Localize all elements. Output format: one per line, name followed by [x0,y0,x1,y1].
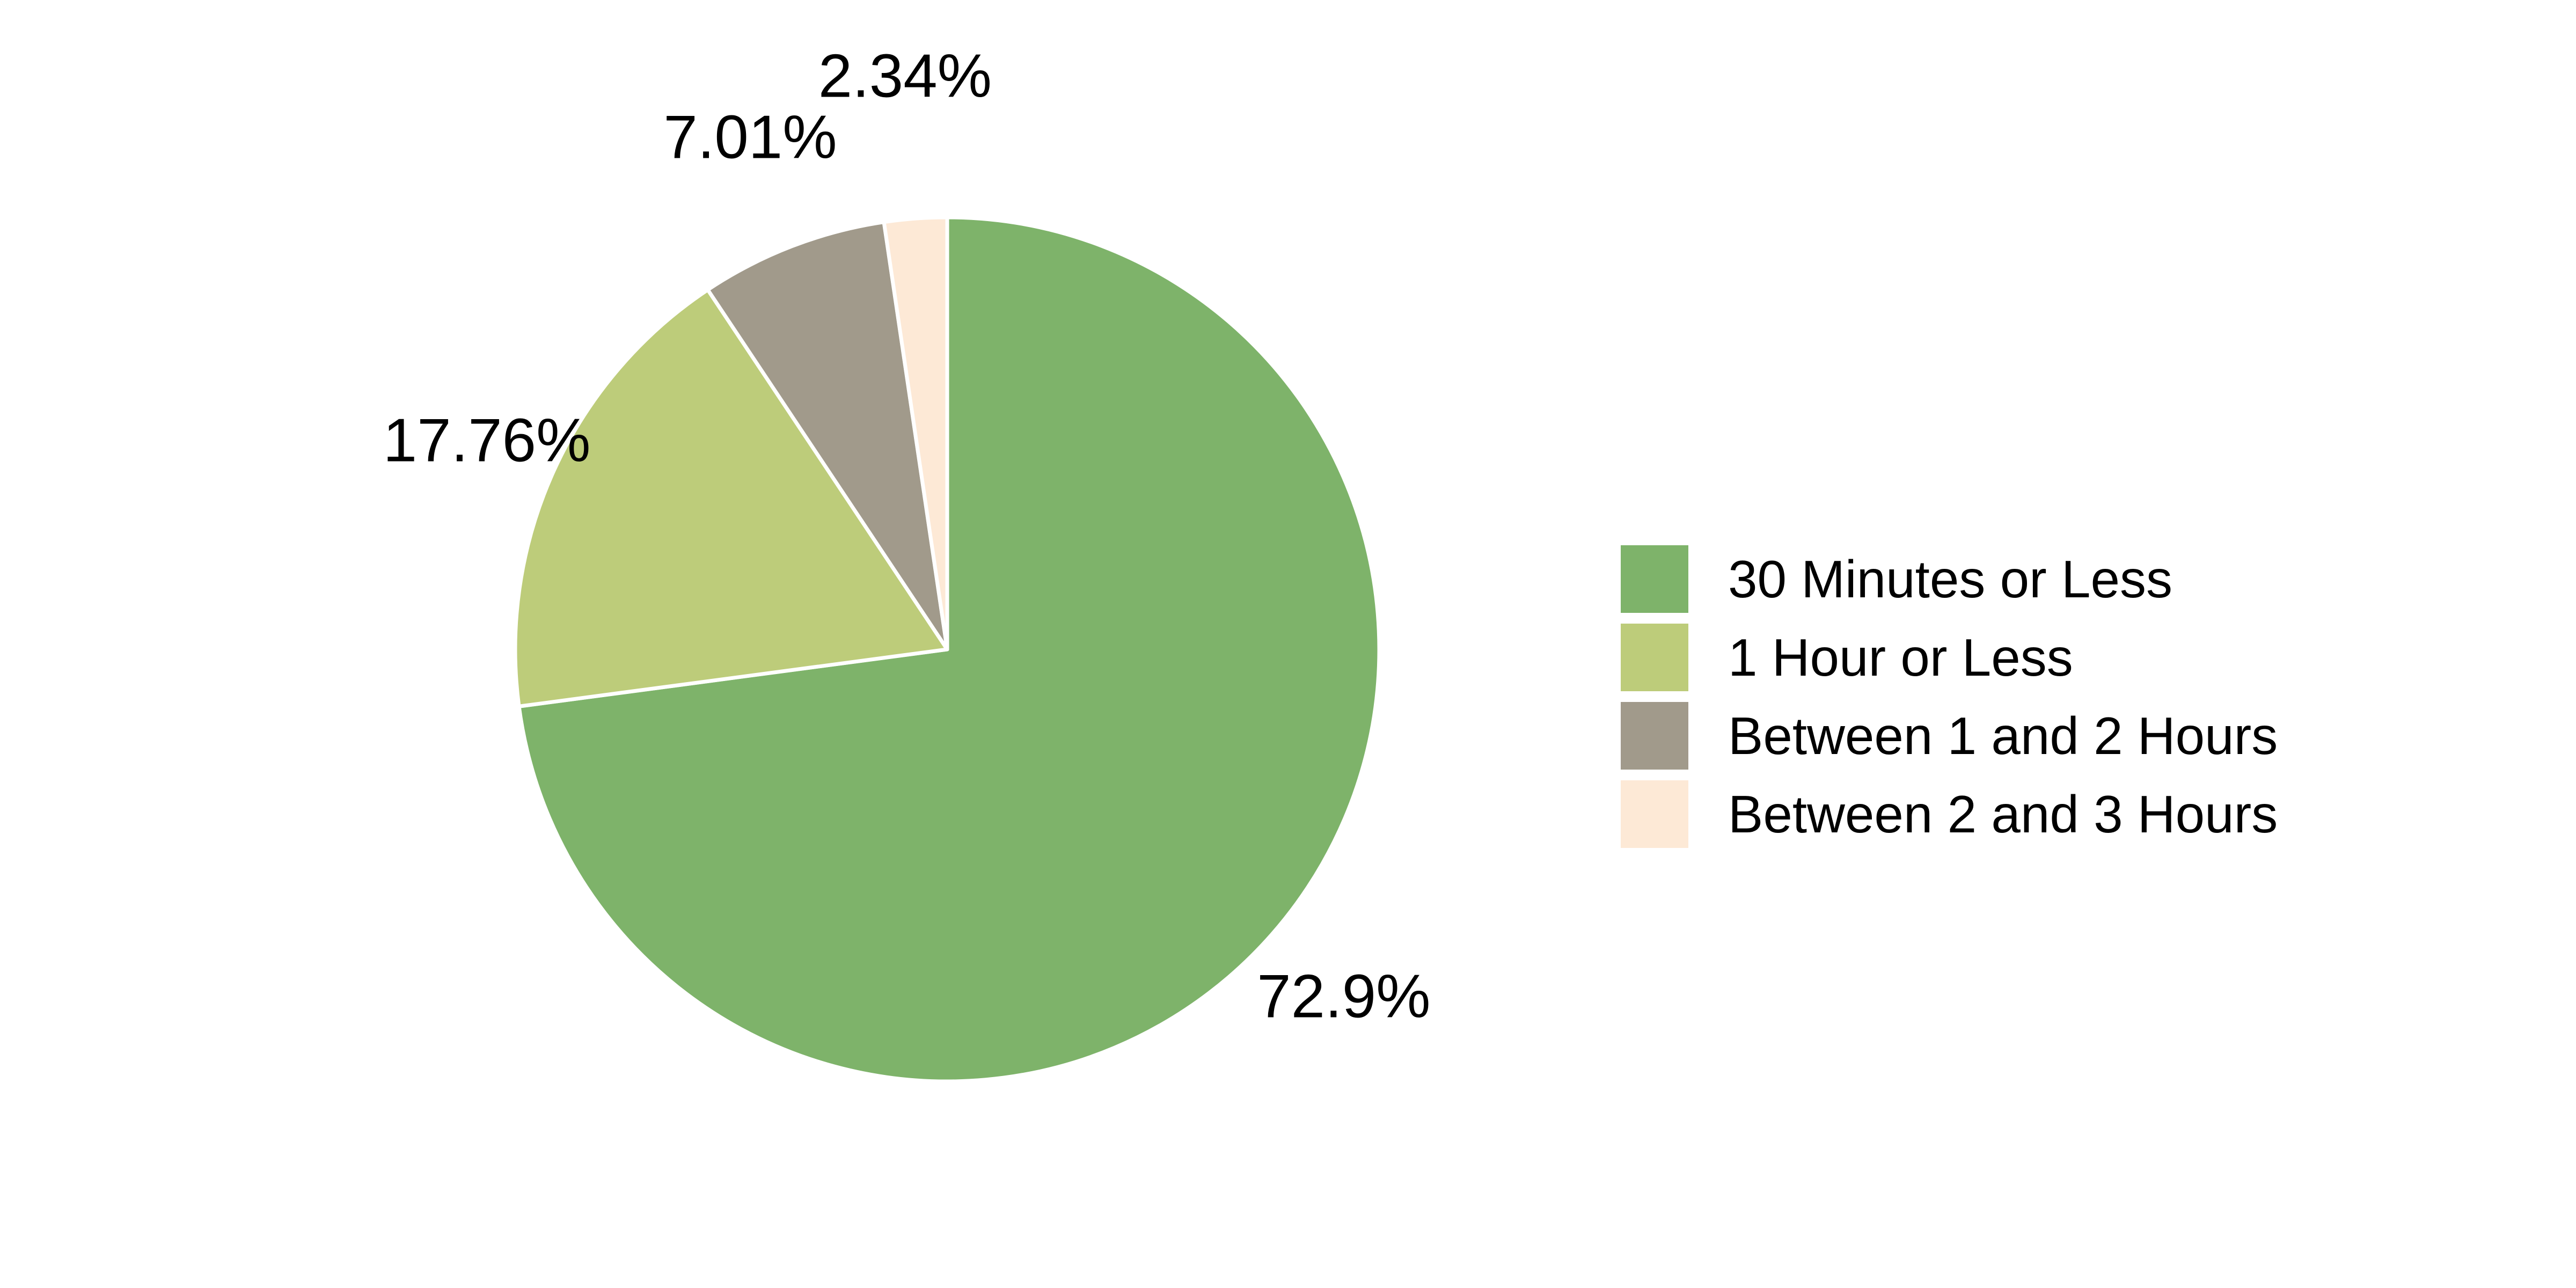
legend-swatch-1-hour-or-less [1621,624,1688,691]
pie-slice-between-2-and-3-hours [882,215,949,652]
legend-swatch-between-1-and-2-hours [1621,702,1688,770]
pie-slices [513,215,1381,1084]
legend-swatch-30-minutes-or-less [1621,545,1688,613]
slice-value-label-between-2-and-3-hours: 2.34% [818,42,992,111]
slice-value-label-1-hour-or-less: 17.76% [383,407,591,475]
legend-label-1-hour-or-less: 1 Hour or Less [1728,628,2073,687]
pie-slice-between-1-and-2-hours [706,220,949,652]
pie-value-labels: 72.9% 17.76% 7.01%2.34% [383,42,1431,1031]
slice-value-label-30-minutes-or-less: 72.9% [1257,962,1430,1030]
pie-slice-1-hour-or-less [513,288,949,708]
legend-label-30-minutes-or-less: 30 Minutes or Less [1728,550,2172,609]
slice-value-label-between-1-and-2-hours: 7.01% [663,103,837,171]
legend-label-between-2-and-3-hours: Between 2 and 3 Hours [1728,785,2278,844]
legend-label-between-1-and-2-hours: Between 1 and 2 Hours [1728,706,2278,765]
legend-swatch-between-2-and-3-hours [1621,780,1688,848]
legend: 30 Minutes or Less 1 Hour or Less Between … [1621,545,2278,848]
